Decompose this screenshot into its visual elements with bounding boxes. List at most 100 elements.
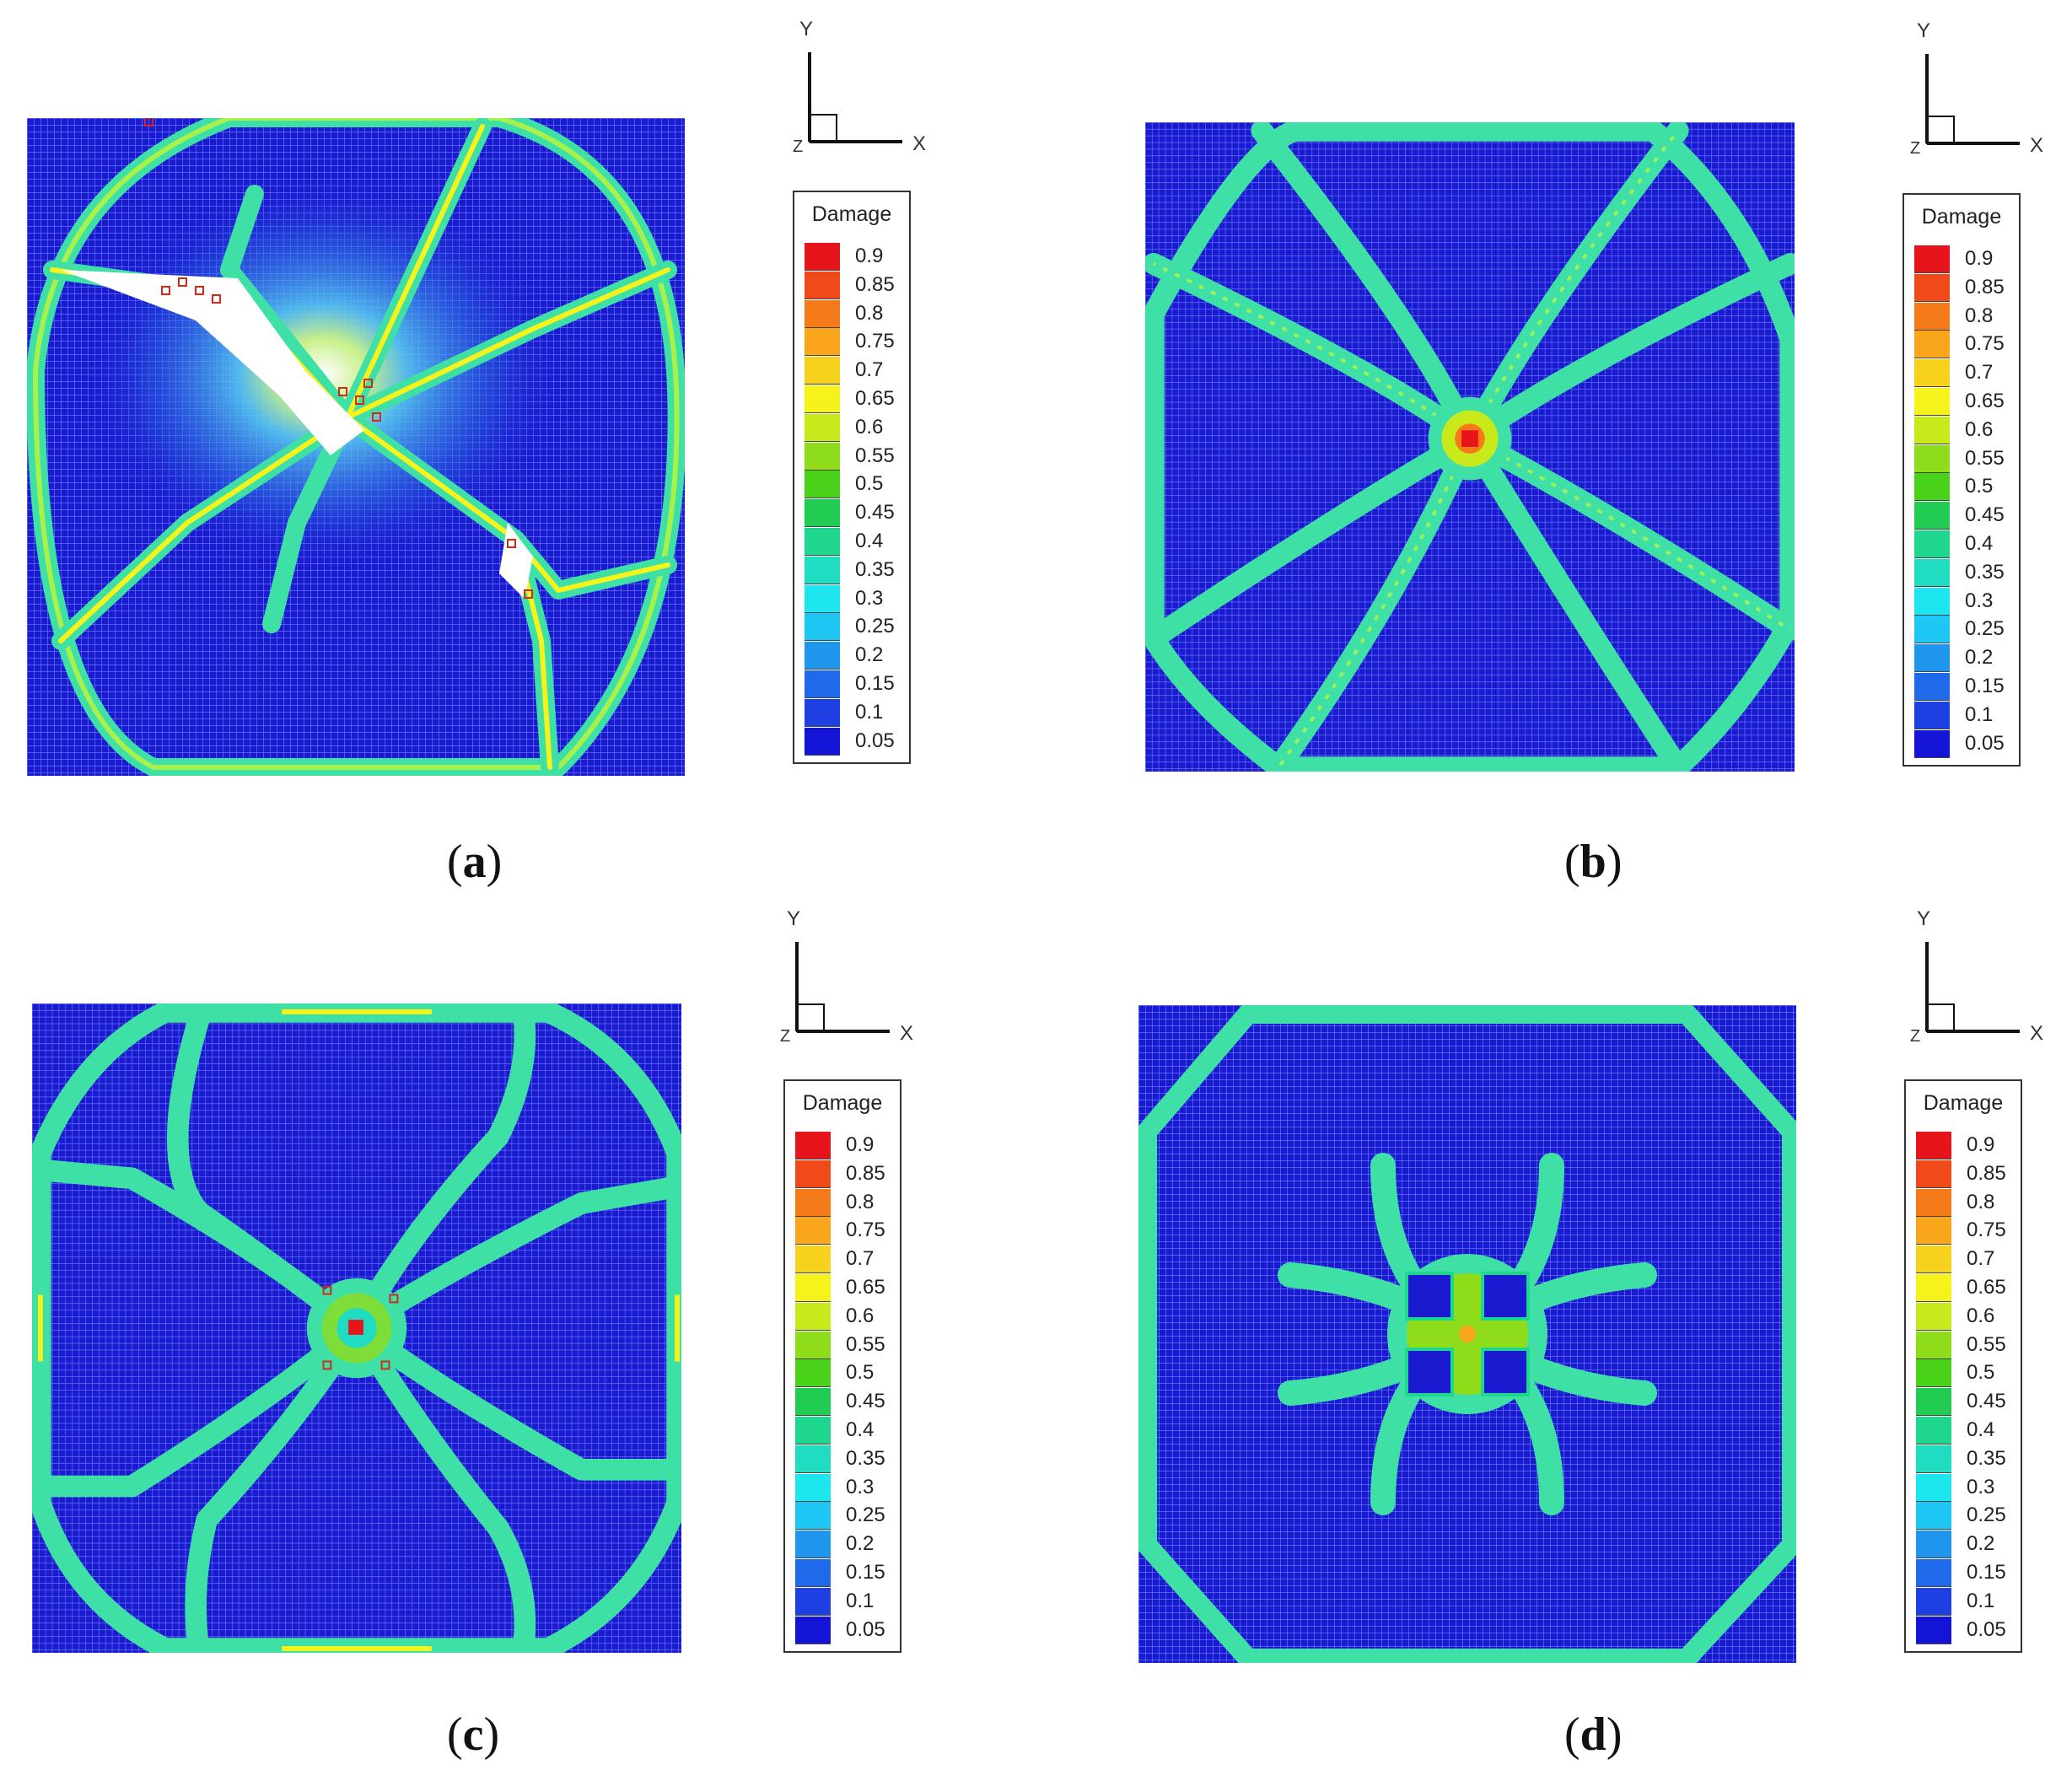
legend-swatch <box>805 471 840 499</box>
legend-swatch <box>1914 273 1950 302</box>
svg-text:Y: Y <box>1917 19 1930 42</box>
legend-level-label: 0.9 <box>1967 1133 1995 1156</box>
legend-level-label: 0.4 <box>855 530 884 552</box>
svg-text:X: X <box>900 1022 913 1045</box>
legend-swatch <box>1916 1245 1951 1274</box>
legend-swatch <box>805 556 840 584</box>
legend-swatch <box>1916 1388 1951 1417</box>
legend-swatch <box>1914 302 1950 331</box>
axis-triad-d: Y X Z <box>1902 907 2053 1058</box>
legend-level-label: 0.5 <box>846 1361 875 1385</box>
legend-a: Damage 0.9 0.85 0.8 0.75 0.7 0.65 0.6 0.55 0.5 0.… <box>793 191 911 764</box>
legend-level-label: 0.7 <box>855 358 884 382</box>
legend-level-label: 0.05 <box>846 1617 885 1641</box>
legend-swatch <box>795 1159 831 1188</box>
legend-swatch <box>805 670 840 698</box>
legend-level-label: 0.3 <box>846 1475 875 1498</box>
legend-level-label: 0.1 <box>846 1589 875 1612</box>
legend-swatch <box>805 613 840 642</box>
legend-swatch <box>805 727 840 756</box>
caption-b: (b) <box>1564 836 1623 888</box>
legend-swatch <box>805 499 840 528</box>
legend-swatch <box>795 1559 831 1587</box>
legend-swatch <box>1916 1359 1951 1388</box>
legend-swatch <box>1916 1132 1951 1159</box>
legend-level-label: 0.9 <box>855 245 884 267</box>
axis-z-label: Z <box>793 137 803 156</box>
legend-swatch <box>1914 388 1950 416</box>
legend-level-label: 0.35 <box>855 557 895 581</box>
axis-triad-b: Y X Z <box>1902 19 2053 170</box>
legend-level-label: 0.3 <box>1967 1475 1995 1498</box>
legend-level-label: 0.9 <box>846 1133 875 1156</box>
axis-x-label: X <box>912 132 926 155</box>
legend-swatch <box>805 528 840 556</box>
svg-text:X: X <box>2030 134 2043 157</box>
legend-swatch <box>1914 502 1950 530</box>
axis-triad-a: Y X Z <box>784 17 936 169</box>
legend-swatch <box>1914 558 1950 587</box>
legend-swatch <box>1914 245 1950 273</box>
legend-swatch <box>805 328 840 357</box>
legend-swatch <box>795 1531 831 1559</box>
legend-swatch <box>1914 444 1950 473</box>
legend-swatch <box>1916 1531 1951 1559</box>
svg-text:Z: Z <box>1910 1027 1920 1046</box>
legend-level-label: 0.55 <box>1965 446 2005 470</box>
svg-text:Z: Z <box>1910 139 1920 158</box>
legend-swatch <box>795 1616 831 1644</box>
legend-level-label: 0.8 <box>1967 1190 1995 1213</box>
legend-level-label: 0.8 <box>855 301 884 325</box>
legend-swatch <box>1916 1473 1951 1502</box>
legend-swatch <box>805 698 840 727</box>
legend-swatch <box>805 243 840 271</box>
legend-level-label: 0.6 <box>846 1304 875 1327</box>
legend-level-label: 0.75 <box>1965 332 2005 356</box>
legend-level-label: 0.4 <box>1967 1418 1995 1441</box>
legend-swatch <box>1914 587 1950 616</box>
legend-level-label: 0.35 <box>1967 1446 2006 1470</box>
legend-swatch <box>1916 1559 1951 1587</box>
legend-swatch <box>805 271 840 299</box>
damage-contour-d <box>1138 1005 1796 1663</box>
legend-swatch <box>1914 416 1950 444</box>
legend-swatch <box>1916 1587 1951 1616</box>
legend-swatch <box>795 1473 831 1502</box>
legend-level-label: 0.7 <box>1965 361 1994 385</box>
legend-level-label: 0.7 <box>1967 1247 1995 1271</box>
legend-swatch <box>1916 1502 1951 1531</box>
legend-level-label: 0.6 <box>1967 1304 1995 1327</box>
legend-swatch <box>1916 1417 1951 1445</box>
damage-contour-a <box>27 118 685 776</box>
legend-level-label: 0.85 <box>855 272 895 296</box>
legend-level-label: 0.6 <box>855 415 884 438</box>
legend-swatch <box>1914 729 1950 758</box>
legend-swatch <box>795 1388 831 1417</box>
legend-level-label: 0.4 <box>846 1418 875 1441</box>
legend-swatch <box>1914 359 1950 388</box>
legend-level-label: 0.25 <box>855 615 895 638</box>
legend-level-label: 0.2 <box>1967 1532 1995 1556</box>
legend-level-label: 0.55 <box>1967 1332 2006 1356</box>
legend-swatch <box>1916 1302 1951 1331</box>
legend-swatch <box>1914 644 1950 673</box>
legend-d: Damage 0.9 0.85 0.8 0.75 0.7 0.65 0.6 0.55 0.5 0.… <box>1904 1079 2022 1653</box>
legend-b: Damage 0.9 0.85 0.8 0.75 0.7 0.65 0.6 0.55 0.5 0.… <box>1902 193 2021 767</box>
legend-swatch <box>795 1587 831 1616</box>
legend-swatch <box>1916 1616 1951 1644</box>
legend-swatch <box>795 1188 831 1217</box>
legend-swatch <box>1916 1159 1951 1188</box>
legend-level-label: 0.85 <box>846 1161 885 1185</box>
legend-swatch <box>1914 530 1950 558</box>
legend-level-label: 0.05 <box>855 729 895 752</box>
legend-swatch <box>805 642 840 670</box>
legend-swatch <box>1916 1188 1951 1217</box>
legend-level-label: 0.65 <box>855 387 895 410</box>
legend-level-label: 0.25 <box>846 1504 885 1527</box>
legend-level-label: 0.6 <box>1965 417 1994 441</box>
legend-level-label: 0.1 <box>1965 702 1994 726</box>
caption-c: (c) <box>447 1708 500 1761</box>
axis-y-label: Y <box>799 18 813 40</box>
legend-swatch <box>1914 701 1950 729</box>
legend-level-label: 0.65 <box>1967 1276 2006 1299</box>
